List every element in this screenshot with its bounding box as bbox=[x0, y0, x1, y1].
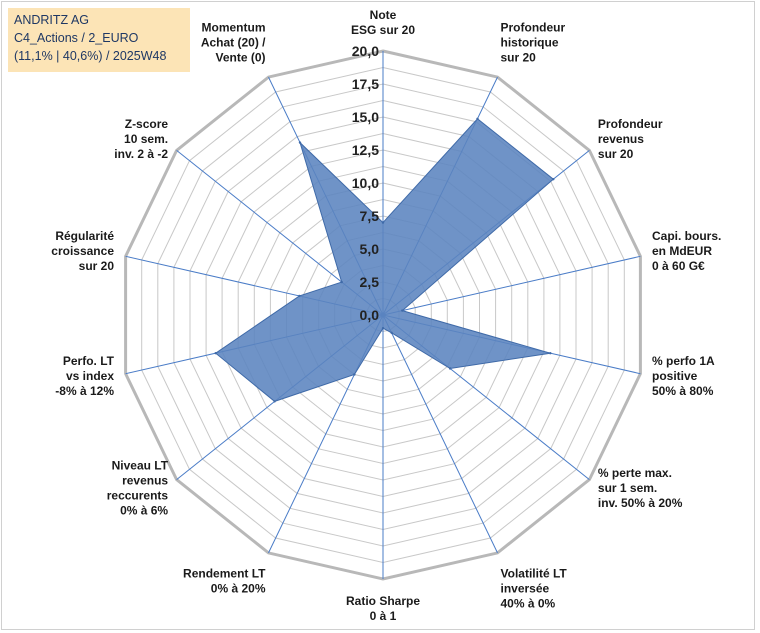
radar-axis-label: % perte max. sur 1 sem. inv. 50% à 20% bbox=[598, 466, 683, 510]
radar-axis-label: Régularité croissance sur 20 bbox=[51, 229, 114, 273]
radar-point bbox=[298, 141, 302, 144]
radar-tick-label: 0,0 bbox=[360, 307, 380, 323]
radar-axis-label: Ratio Sharpe 0 à 1 bbox=[346, 594, 420, 623]
radar-axis-label: Perfo. LT vs index -8% à 12% bbox=[55, 354, 114, 398]
radar-axis-labels: Note ESG sur 20 Profondeur historique sur 20… bbox=[51, 8, 721, 623]
radar-point bbox=[552, 178, 555, 181]
radar-axis-label: Note ESG sur 20 bbox=[351, 8, 415, 37]
radar-series bbox=[214, 117, 555, 403]
radar-tick-label: 17,5 bbox=[352, 76, 379, 92]
radar-point bbox=[390, 331, 393, 334]
radar-point bbox=[298, 294, 301, 298]
radar-point bbox=[273, 400, 276, 403]
radar-axis-label: Z-score 10 sem. inv. 2 à -2 bbox=[114, 117, 168, 161]
radar-spoke bbox=[382, 314, 498, 554]
radar-axis-label: Rendement LT 0% à 20% bbox=[183, 566, 266, 595]
info-box: ANDRITZ AG C4_Actions / 2_EURO (11,1% | … bbox=[8, 8, 190, 72]
radar-tick-labels: 0,0 2,5 5,0 7,5 10,0 12,5 15,0 17,5 20,0 bbox=[352, 43, 379, 323]
radar-axis-label: Capi. bours. en MdEUR 0 à 60 G€ bbox=[652, 229, 721, 273]
radar-tick-label: 7,5 bbox=[360, 208, 380, 224]
radar-point bbox=[353, 373, 356, 376]
radar-axis-label: Niveau LT revenus reccurents 0% à 6% bbox=[107, 459, 169, 518]
radar-point bbox=[214, 352, 217, 355]
radar-point bbox=[401, 309, 404, 312]
radar-axis-label: % perfo 1A positive 50% à 80% bbox=[652, 354, 715, 398]
radar-point bbox=[381, 327, 385, 330]
radar-tick-label: 12,5 bbox=[352, 142, 379, 158]
radar-point bbox=[340, 280, 343, 284]
radar-axis-label: Volatilité LT inversée 40% à 0% bbox=[501, 566, 568, 610]
radar-tick-label: 20,0 bbox=[352, 43, 379, 59]
radar-point bbox=[476, 117, 479, 121]
radar-spoke bbox=[382, 255, 641, 316]
radar-point bbox=[381, 221, 385, 224]
radar-tick-label: 2,5 bbox=[360, 274, 380, 290]
company-name: ANDRITZ AG bbox=[14, 13, 90, 27]
radar-axis-label: Momentum Achat (20) / Vente (0) bbox=[201, 21, 266, 65]
radar-tick-label: 15,0 bbox=[352, 109, 379, 125]
stats-label: (11,1% | 40,6%) / 2025W48 bbox=[14, 49, 167, 63]
radar-point bbox=[549, 352, 552, 355]
radar-tick-label: 5,0 bbox=[360, 241, 380, 257]
category-label: C4_Actions / 2_EURO bbox=[14, 31, 139, 45]
radar-tick-label: 10,0 bbox=[352, 175, 379, 191]
radar-point bbox=[448, 367, 452, 370]
radar-axis-label: Profondeur historique sur 20 bbox=[501, 21, 566, 65]
radar-axis-label: Profondeur revenus sur 20 bbox=[598, 117, 663, 161]
